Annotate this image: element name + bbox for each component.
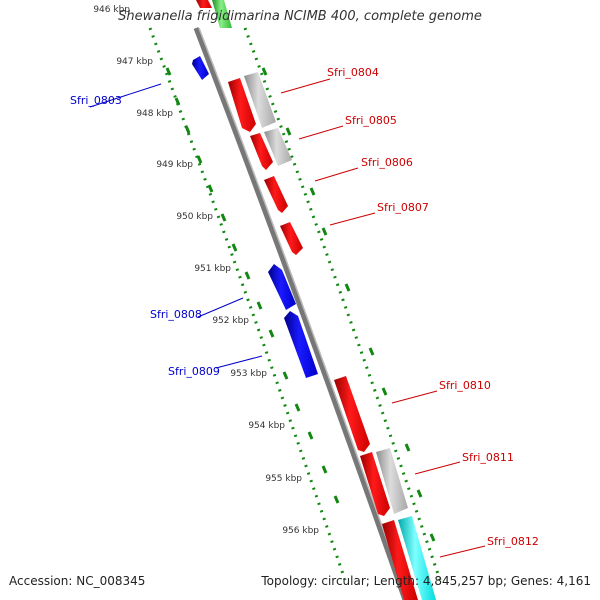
tick-label: 949 kbp [156, 160, 193, 170]
map-title: Shewanella frigidimarina NCIMB 400, comp… [118, 9, 482, 24]
tick-label: 952 kbp [212, 316, 249, 326]
genome-backbone-highlight [198, 27, 409, 600]
gene-leader-lines [89, 78, 486, 558]
tick-label: 951 kbp [194, 264, 231, 274]
gene-sfri-0812[interactable] [382, 520, 418, 600]
tick-label: 953 kbp [230, 369, 267, 379]
gene-sfri-0808[interactable] [268, 264, 296, 310]
tick-label: 948 kbp [136, 109, 173, 119]
tick-label: 955 kbp [265, 474, 302, 484]
gene-label-sfri-0806[interactable]: Sfri_0806 [361, 156, 413, 169]
gene-sfri-0807[interactable] [280, 222, 303, 255]
tick-label: 950 kbp [176, 212, 213, 222]
gene-label-sfri-0812[interactable]: Sfri_0812 [487, 535, 539, 548]
gene-labels: Sfri_0803 Sfri_0804 Sfri_0805 Sfri_0806 … [70, 66, 539, 548]
gene-sfri-0804-homolog[interactable] [244, 72, 276, 128]
gene-sfri-0806[interactable] [264, 176, 288, 213]
gene-sfri-0805-homolog[interactable] [264, 128, 292, 166]
genome-backbone [193, 27, 408, 600]
gene-label-sfri-0805[interactable]: Sfri_0805 [345, 114, 397, 127]
gene-label-sfri-0804[interactable]: Sfri_0804 [327, 66, 379, 79]
kbp-tick-labels: 946 kbp 947 kbp 948 kbp 949 kbp 950 kbp … [93, 5, 319, 536]
gene-sfri-0805[interactable] [250, 133, 273, 170]
gene-sfri-0811-homolog[interactable] [376, 448, 408, 514]
outer-dotted-guide-right [243, 27, 442, 581]
genome-summary: Topology: circular; Length: 4,845,257 bp… [261, 574, 591, 588]
gene-label-sfri-0807[interactable]: Sfri_0807 [377, 201, 429, 214]
gene-sfri-0804[interactable] [228, 78, 256, 132]
guide-major-ticks [165, 67, 436, 542]
gene-label-sfri-0810[interactable]: Sfri_0810 [439, 379, 491, 392]
gene-sfri-0811[interactable] [360, 452, 390, 516]
gene-sfri-0812-homolog[interactable] [398, 516, 436, 600]
accession-label: Accession: NC_008345 [9, 574, 146, 588]
gene-features [192, 56, 436, 600]
tick-label: 956 kbp [282, 526, 319, 536]
gene-label-sfri-0803[interactable]: Sfri_0803 [70, 94, 122, 107]
gene-label-sfri-0811[interactable]: Sfri_0811 [462, 451, 514, 464]
tick-label: 954 kbp [248, 421, 285, 431]
gene-label-sfri-0809[interactable]: Sfri_0809 [168, 365, 220, 378]
gene-sfri-0810[interactable] [334, 376, 370, 452]
tick-label: 947 kbp [116, 57, 153, 67]
gene-label-sfri-0808[interactable]: Sfri_0808 [150, 308, 202, 321]
feature-top-clipped [196, 0, 232, 28]
gene-sfri-0809[interactable] [284, 311, 318, 378]
gene-sfri-0803[interactable] [192, 56, 209, 80]
tick-label: 946 kbp [93, 5, 130, 15]
